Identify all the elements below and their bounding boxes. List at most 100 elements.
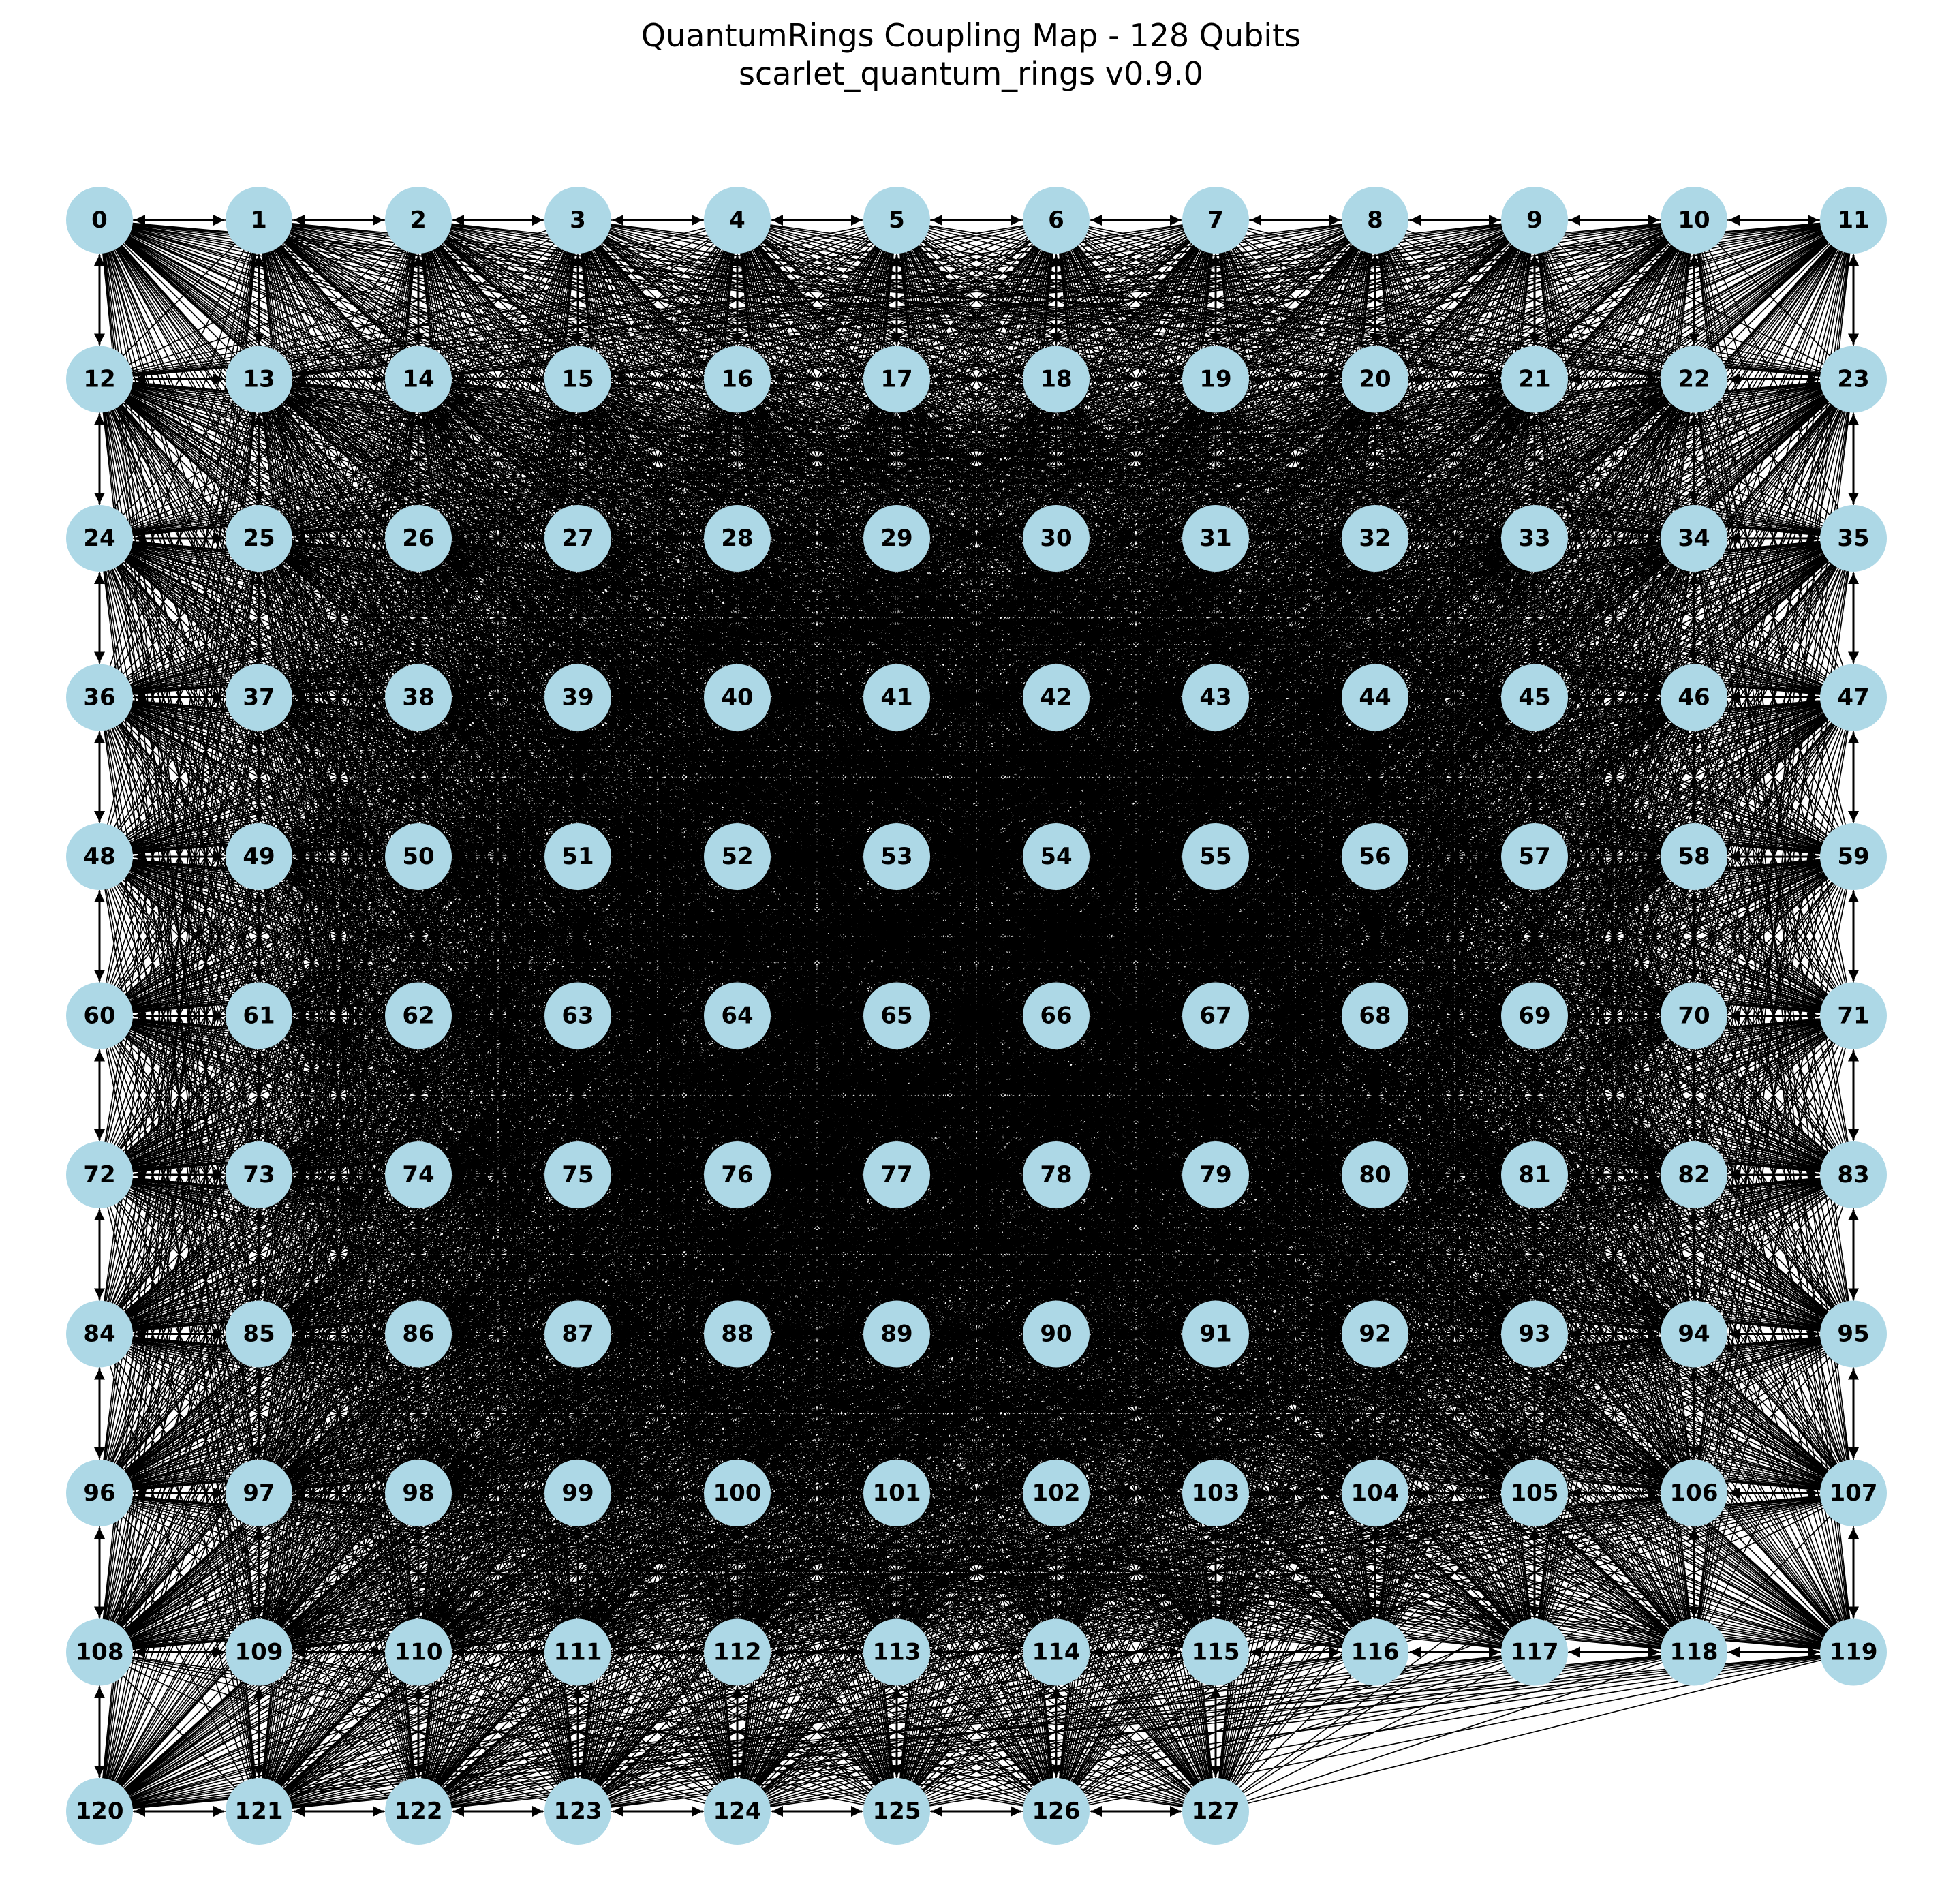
qubit-label: 119 [1830,1639,1878,1666]
qubit-label: 103 [1192,1479,1240,1507]
qubit-node-75: 75 [544,1141,611,1208]
qubit-node-52: 52 [704,823,771,890]
qubit-node-98: 98 [385,1460,452,1526]
qubit-node-107: 107 [1820,1460,1887,1526]
qubit-label: 117 [1511,1639,1559,1666]
qubit-label: 92 [1359,1321,1391,1348]
qubit-circle [1661,1300,1727,1368]
qubit-circle [1342,1141,1408,1208]
qubit-node-80: 80 [1342,1141,1408,1208]
qubit-label: 53 [880,843,912,870]
qubit-label: 3 [570,206,586,234]
qubit-label: 106 [1670,1479,1718,1507]
qubit-circle [704,1618,771,1686]
qubit-circle [385,1460,452,1526]
qubit-node-3: 3 [544,187,611,254]
qubit-node-121: 121 [226,1778,292,1845]
qubit-node-92: 92 [1342,1300,1408,1368]
qubit-node-18: 18 [1023,346,1090,413]
qubit-circle [704,664,771,731]
qubit-node-88: 88 [704,1300,771,1368]
qubit-circle [1820,823,1887,890]
qubit-node-55: 55 [1182,823,1249,890]
qubit-node-4: 4 [704,187,771,254]
qubit-label: 41 [880,684,912,711]
qubit-node-69: 69 [1501,982,1568,1049]
qubit-label: 102 [1032,1479,1081,1507]
qubit-node-120: 120 [66,1778,133,1845]
qubit-label: 89 [880,1321,912,1348]
qubit-label: 11 [1837,206,1869,234]
qubit-node-124: 124 [704,1778,771,1845]
qubit-node-97: 97 [226,1460,292,1526]
qubit-circle [863,1618,930,1686]
qubit-label: 34 [1678,525,1710,552]
qubit-node-6: 6 [1023,187,1090,254]
qubit-circle [544,1618,611,1686]
qubit-circle [544,187,611,254]
qubit-label: 27 [561,525,594,552]
qubit-node-37: 37 [226,664,292,731]
qubit-circle [863,823,930,890]
qubit-node-99: 99 [544,1460,611,1526]
qubit-circle [1342,1300,1408,1368]
qubit-circle [1182,1618,1249,1686]
qubit-node-70: 70 [1661,982,1727,1049]
qubit-circle [66,1460,133,1526]
qubit-label: 18 [1040,366,1072,393]
qubit-node-50: 50 [385,823,452,890]
qubit-circle [863,187,930,254]
qubit-label: 65 [880,1002,912,1030]
qubit-circle [226,1300,292,1368]
qubit-node-34: 34 [1661,505,1727,572]
qubit-circle [66,346,133,413]
qubit-node-114: 114 [1023,1618,1090,1686]
qubit-label: 85 [243,1321,275,1348]
qubit-node-93: 93 [1501,1300,1568,1368]
qubit-circle [66,1778,133,1845]
qubit-node-73: 73 [226,1141,292,1208]
qubit-node-11: 11 [1820,187,1887,254]
qubit-node-118: 118 [1661,1618,1727,1686]
qubit-circle [1023,187,1090,254]
qubit-label: 126 [1032,1798,1081,1825]
qubit-circle [863,1778,930,1845]
qubit-circle [1501,1618,1568,1686]
qubit-label: 90 [1040,1321,1072,1348]
qubit-label: 50 [402,843,434,870]
qubit-circle [1501,1460,1568,1526]
qubit-node-14: 14 [385,346,452,413]
qubit-node-20: 20 [1342,346,1408,413]
qubit-circle [1820,346,1887,413]
qubit-circle [385,1618,452,1686]
qubit-node-17: 17 [863,346,930,413]
qubit-label: 124 [713,1798,762,1825]
qubit-label: 91 [1199,1321,1231,1348]
qubit-circle [863,1460,930,1526]
qubit-circle [1501,1141,1568,1208]
qubit-label: 95 [1837,1321,1869,1348]
qubit-node-32: 32 [1342,505,1408,572]
qubit-label: 6 [1048,206,1064,234]
qubit-node-49: 49 [226,823,292,890]
qubit-label: 77 [880,1161,912,1188]
qubit-label: 40 [721,684,753,711]
qubit-label: 13 [243,366,275,393]
qubit-label: 71 [1837,1002,1869,1030]
qubit-node-60: 60 [66,982,133,1049]
qubit-label: 76 [721,1161,753,1188]
qubit-label: 125 [873,1798,921,1825]
qubit-circle [1023,505,1090,572]
qubit-circle [226,1460,292,1526]
qubit-node-74: 74 [385,1141,452,1208]
qubit-node-10: 10 [1661,187,1727,254]
qubit-circle [385,823,452,890]
qubit-label: 115 [1192,1639,1240,1666]
qubit-node-87: 87 [544,1300,611,1368]
qubit-node-25: 25 [226,505,292,572]
qubit-label: 61 [243,1002,275,1030]
qubit-label: 29 [880,525,912,552]
qubit-node-27: 27 [544,505,611,572]
qubit-label: 110 [395,1639,443,1666]
qubit-node-62: 62 [385,982,452,1049]
